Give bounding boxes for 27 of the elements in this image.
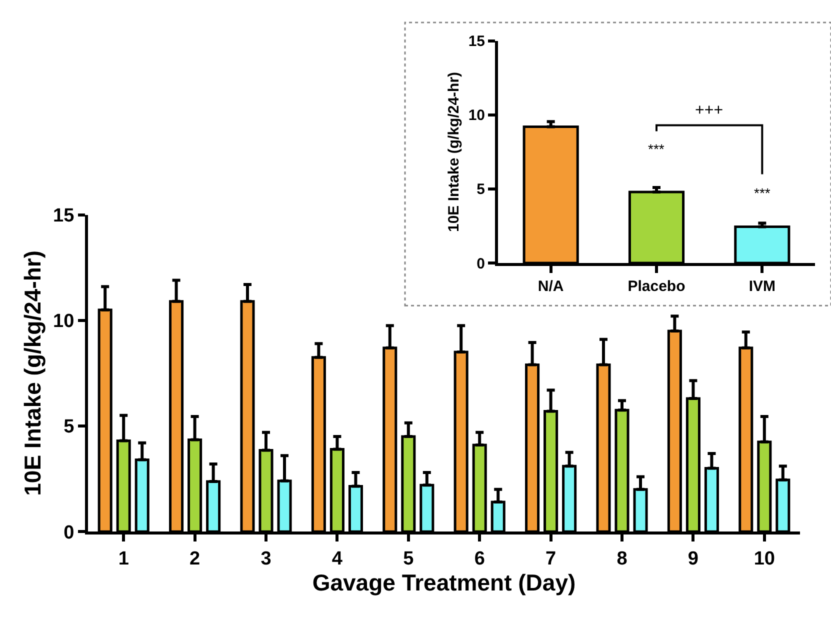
x-tick-label: Placebo xyxy=(628,278,686,296)
y-axis-title: 10E Intake (g/kg/24-hr) xyxy=(20,250,46,496)
y-tick-label: 10 xyxy=(468,107,485,124)
y-tick-label: 15 xyxy=(53,205,75,226)
x-tick-label: 8 xyxy=(616,548,628,570)
x-tick-label: 1 xyxy=(118,548,130,570)
annotation: *** xyxy=(754,185,771,201)
y-tick-label: 0 xyxy=(64,522,74,544)
annotation: +++ xyxy=(695,102,724,119)
x-tick-label: N/A xyxy=(538,278,564,296)
x-tick-label: 6 xyxy=(474,548,485,570)
y-tick-label: 0 xyxy=(476,255,485,272)
x-tick-label: IVM xyxy=(748,278,776,296)
x-tick-label: 7 xyxy=(546,548,556,570)
x-tick-label: 10 xyxy=(754,548,775,570)
y-tick-label: 5 xyxy=(476,181,485,198)
x-tick-label: 2 xyxy=(190,548,200,570)
y-axis-title: 10E Intake (g/kg/24-hr) xyxy=(446,72,463,232)
x-tick-label: 4 xyxy=(332,548,343,570)
x-axis-title: Gavage Treatment (Day) xyxy=(312,569,576,596)
x-tick-label: 5 xyxy=(403,548,414,570)
x-tick-label: 3 xyxy=(260,548,272,570)
y-tick-label: 5 xyxy=(64,416,75,438)
x-tick-label: 9 xyxy=(688,548,698,570)
y-tick-label: 15 xyxy=(468,33,485,50)
y-tick-label: 10 xyxy=(53,311,74,332)
annotation: *** xyxy=(648,141,665,157)
